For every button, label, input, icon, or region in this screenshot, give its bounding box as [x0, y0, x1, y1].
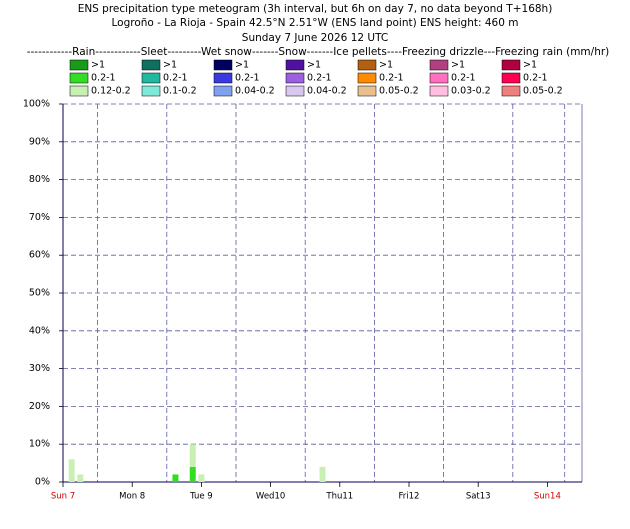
legend-label: >1 — [235, 60, 249, 71]
legend-swatch — [285, 85, 305, 97]
legend-label: 0.2-1 — [307, 73, 332, 84]
y-tick-label: 100% — [23, 99, 50, 110]
legend-label: >1 — [91, 60, 105, 71]
legend-label: 0.2-1 — [163, 73, 188, 84]
bar — [189, 466, 196, 482]
chart-title: ENS precipitation type meteogram (3h int… — [78, 3, 553, 15]
bar — [319, 466, 326, 482]
legend-swatch — [429, 72, 449, 84]
legend-swatch — [213, 85, 233, 97]
legend-swatch — [285, 72, 305, 84]
bar — [68, 459, 75, 482]
x-tick-label: Tue 9 — [189, 492, 213, 502]
y-tick-label: 30% — [29, 363, 50, 374]
legend-label: 0.04-0.2 — [235, 86, 275, 97]
legend-label: 0.2-1 — [451, 73, 476, 84]
legend-swatch — [69, 85, 89, 97]
y-tick-label: 0% — [35, 477, 50, 488]
legend-label: 0.1-0.2 — [163, 86, 197, 97]
x-tick-label: Fri12 — [399, 492, 420, 502]
x-tick-label: Sun14 — [534, 492, 561, 502]
x-tick-label: Mon 8 — [119, 492, 145, 502]
legend-swatch — [141, 59, 161, 71]
legend-header: ------------Rain------------Sleet-------… — [27, 46, 610, 58]
y-tick-label: 80% — [29, 174, 50, 185]
legend-swatch — [69, 59, 89, 71]
y-tick-label: 70% — [29, 212, 50, 223]
chart-subtitle: Logroño - La Rioja - Spain 42.5°N 2.51°W… — [112, 17, 519, 29]
legend-label: >1 — [451, 60, 465, 71]
legend-label: 0.04-0.2 — [307, 86, 347, 97]
legend-label: 0.2-1 — [235, 73, 260, 84]
legend-swatch — [141, 72, 161, 84]
legend-label: 0.05-0.2 — [523, 86, 563, 97]
x-tick-label: Wed10 — [256, 492, 285, 502]
legend-label: >1 — [523, 60, 537, 71]
legend-swatch — [429, 59, 449, 71]
bar — [198, 474, 205, 482]
legend-swatch — [501, 85, 521, 97]
y-tick-label: 60% — [29, 250, 50, 261]
legend-swatch — [141, 85, 161, 97]
legend-label: 0.2-1 — [379, 73, 404, 84]
bar — [172, 474, 179, 482]
legend-swatch — [213, 59, 233, 71]
legend-swatch — [501, 72, 521, 84]
legend-label: 0.05-0.2 — [379, 86, 419, 97]
legend-swatch — [69, 72, 89, 84]
y-tick-label: 10% — [29, 439, 50, 450]
legend-swatch — [501, 59, 521, 71]
y-tick-label: 50% — [29, 288, 50, 299]
y-tick-label: 90% — [29, 136, 50, 147]
legend-swatch — [213, 72, 233, 84]
legend-label: 0.12-0.2 — [91, 86, 131, 97]
legend-label: 0.2-1 — [91, 73, 116, 84]
legend-swatch — [429, 85, 449, 97]
legend-label: >1 — [307, 60, 321, 71]
x-tick-label: Sat13 — [466, 492, 491, 502]
x-tick-label: Thu11 — [325, 492, 353, 502]
y-tick-label: 40% — [29, 325, 50, 336]
legend-label: 0.2-1 — [523, 73, 548, 84]
legend-label: >1 — [379, 60, 393, 71]
bar — [189, 444, 196, 467]
y-tick-label: 20% — [29, 401, 50, 412]
legend-label: 0.03-0.2 — [451, 86, 491, 97]
chart-date: Sunday 7 June 2026 12 UTC — [242, 32, 388, 44]
x-tick-label: Sun 7 — [51, 492, 75, 502]
legend-swatch — [357, 59, 377, 71]
legend-swatch — [357, 85, 377, 97]
bar — [77, 474, 84, 482]
legend-swatch — [285, 59, 305, 71]
legend-label: >1 — [163, 60, 177, 71]
legend-swatch — [357, 72, 377, 84]
